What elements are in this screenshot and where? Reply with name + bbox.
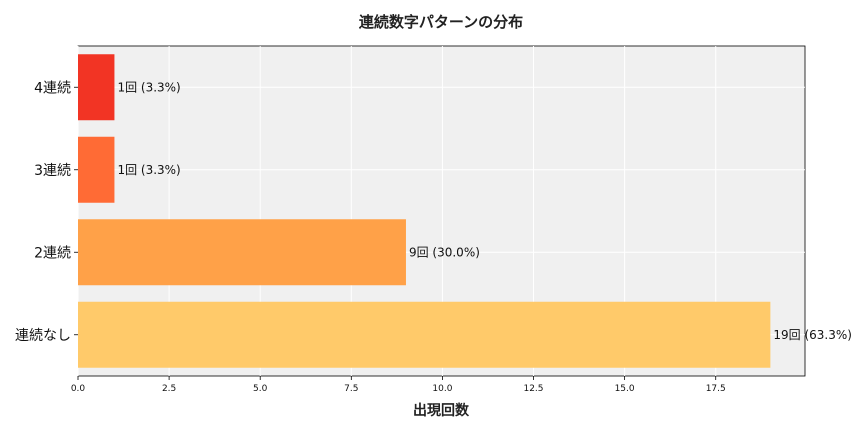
y-tick-label: 3連続 <box>34 162 71 179</box>
x-tick-label: 7.5 <box>344 384 358 394</box>
y-tick-label: 4連続 <box>34 79 71 96</box>
data-label: 1回 (3.3%) <box>117 163 180 177</box>
bar-1 <box>78 219 406 286</box>
bars <box>78 54 771 368</box>
x-tick-label: 2.5 <box>162 384 176 394</box>
x-tick-label: 12.5 <box>523 384 543 394</box>
bar-3 <box>78 54 115 121</box>
y-tick-label: 2連続 <box>34 244 71 261</box>
data-label: 19回 (63.3%) <box>773 328 852 342</box>
data-label: 9回 (30.0%) <box>409 245 480 259</box>
x-tick-label: 5.0 <box>253 384 268 394</box>
bar-2 <box>78 136 115 203</box>
x-axis-ticks: 0.0 2.5 5.0 7.5 10.0 12.5 15.0 17.5 <box>71 376 726 394</box>
data-label: 1回 (3.3%) <box>117 80 180 94</box>
bar-0 <box>78 301 771 368</box>
chart-title: 連続数字パターンの分布 <box>359 13 523 31</box>
x-tick-label: 0.0 <box>71 384 86 394</box>
x-tick-label: 10.0 <box>432 384 452 394</box>
y-axis-ticks: 連続なし 2連続 3連続 4連続 <box>15 79 78 344</box>
x-tick-label: 15.0 <box>615 384 635 394</box>
data-labels: 19回 (63.3%) 9回 (30.0%) 1回 (3.3%) 1回 (3.3%) <box>117 80 852 342</box>
x-axis-label: 出現回数 <box>413 402 470 419</box>
y-tick-label: 連続なし <box>15 327 71 344</box>
x-tick-label: 17.5 <box>706 384 726 394</box>
